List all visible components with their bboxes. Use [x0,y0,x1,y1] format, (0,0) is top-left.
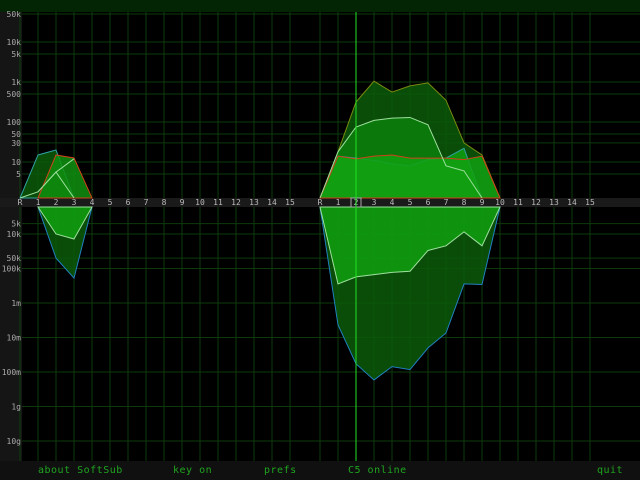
upper-axis-tick: 500 [7,90,22,99]
channel-label: 13 [549,198,559,207]
lower-axis-tick: 1m [11,299,21,308]
channel-label: 6 [126,198,131,207]
lower-axis-tick: 1g [11,403,21,412]
upper-axis-tick: 1k [11,78,21,87]
upper-axis-tick: 50k [7,10,22,19]
channel-label: 8 [462,198,467,207]
upper-axis-tick: 10 [11,158,21,167]
upper-light-line [319,116,483,199]
channel-label: 15 [585,198,595,207]
channel-label: 9 [180,198,185,207]
lower-axis-tick: 5k [11,220,21,229]
channel-label: 9 [480,198,485,207]
channel-label: R [318,198,323,207]
upper-axis-tick: 5k [11,50,21,59]
channel-label: 1 [336,198,341,207]
lower-axis-tick: 50k [7,254,22,263]
upper-light-line [37,171,75,199]
channel-label: 1 [36,198,41,207]
channel-label: 6 [426,198,431,207]
axis-strip [0,12,22,461]
channel-label: 4 [390,198,395,207]
key-toggle-button[interactable]: key on [173,465,213,476]
channel-label: 5 [108,198,113,207]
channel-label: 7 [444,198,449,207]
lower-axis-tick: 10g [7,437,22,446]
top-bar [0,0,640,12]
lower-axis-tick: 10m [7,334,22,343]
channel-label: 3 [372,198,377,207]
channel-label: 12 [231,198,241,207]
channel-label: 14 [567,198,577,207]
channel-label: 3 [72,198,77,207]
channel-label: R [18,198,23,207]
lower-light-area [319,206,501,285]
upper-axis-tick: 5 [16,170,21,179]
upper-axis-tick: 100 [7,118,22,127]
channel-label: 15 [285,198,295,207]
channel-label: 4 [90,198,95,207]
channel-label: 12 [531,198,541,207]
spectrum-display[interactable]: 50k10k5k1k50010050301055k10k50k100k1m10m… [0,0,640,461]
channel-label: 10 [195,198,205,207]
lower-axis-tick: 100k [2,265,21,274]
connection-status: C5 online [348,465,407,476]
quit-button[interactable]: quit [597,465,624,476]
channel-label: 5 [408,198,413,207]
channel-label: 7 [144,198,149,207]
channel-label: 2 [54,198,59,207]
channel-label-bar [0,198,640,207]
lower-light-area [37,206,93,240]
prefs-button[interactable]: prefs [264,465,297,476]
channel-label: 11 [213,198,223,207]
channel-label: 11 [513,198,523,207]
upper-red-area [319,154,501,199]
about-button[interactable]: about SoftSub [38,465,123,476]
upper-axis-tick: 10k [7,38,22,47]
channel-label: 13 [249,198,259,207]
lower-axis-tick: 100m [2,368,21,377]
channel-label: 14 [267,198,277,207]
lower-axis-tick: 10k [7,230,22,239]
menu-bar: about SoftSub key on prefs C5 online qui… [0,461,640,480]
upper-axis-tick: 30 [11,139,21,148]
channel-label: 8 [162,198,167,207]
upper-axis-tick: 50 [11,130,21,139]
channel-label: 10 [495,198,505,207]
